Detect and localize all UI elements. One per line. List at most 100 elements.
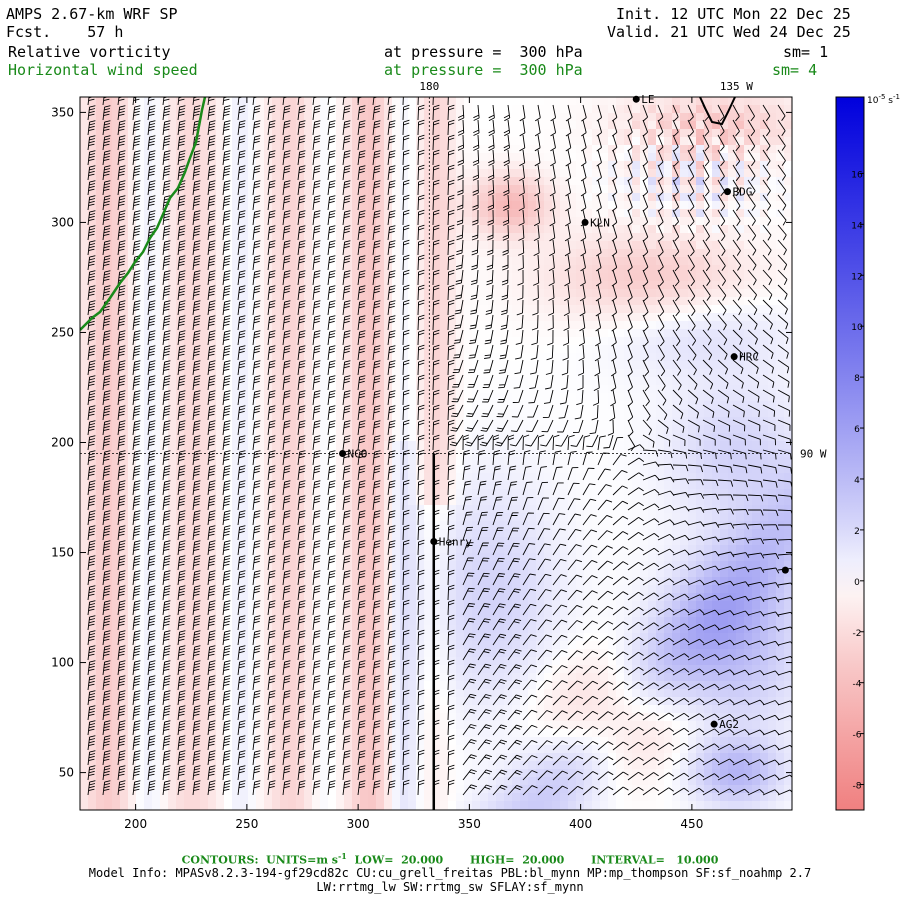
vorticity-cell [464,537,473,546]
vorticity-cell [408,273,417,282]
vorticity-cell [784,169,792,178]
vorticity-cell [464,497,473,506]
vorticity-cell [512,217,521,226]
vorticity-cell [688,145,697,154]
vorticity-cell [112,113,121,122]
vorticity-cell [112,257,121,266]
vorticity-cell [520,473,529,482]
vorticity-cell [240,113,249,122]
vorticity-cell [240,433,249,442]
vorticity-cell [384,137,393,146]
vorticity-cell [312,161,321,170]
vorticity-cell [592,329,601,338]
vorticity-cell [216,537,225,546]
vorticity-cell [208,137,217,146]
vorticity-cell [752,233,761,242]
vorticity-cell [736,273,745,282]
vorticity-cell [96,145,105,154]
vorticity-cell [288,249,297,258]
vorticity-cell [88,121,97,130]
vorticity-cell [168,337,177,346]
vorticity-cell [784,201,792,210]
vorticity-cell [200,129,209,138]
vorticity-cell [152,505,161,514]
vorticity-cell [584,241,593,250]
vorticity-cell [784,321,792,330]
vorticity-cell [384,393,393,402]
vorticity-cell [392,289,401,298]
vorticity-cell [464,417,473,426]
vorticity-cell [232,473,241,482]
vorticity-cell [496,185,505,194]
vorticity-cell [144,177,153,186]
vorticity-cell [728,265,737,274]
vorticity-cell [584,377,593,386]
vorticity-cell [104,249,113,258]
vorticity-cell [304,433,313,442]
vorticity-cell [256,121,265,130]
vorticity-cell [608,153,617,162]
vorticity-cell [128,377,137,386]
vorticity-cell [552,353,561,362]
vorticity-cell [208,241,217,250]
vorticity-cell [400,457,409,466]
vorticity-cell [272,193,281,202]
vorticity-cell [248,121,257,130]
vorticity-cell [240,273,249,282]
vorticity-cell [552,97,561,106]
vorticity-cell [712,169,721,178]
vorticity-cell [280,305,289,314]
vorticity-cell [328,113,337,122]
vorticity-cell [192,313,201,322]
vorticity-cell [488,441,497,450]
vorticity-cell [400,153,409,162]
vorticity-cell [288,401,297,410]
vorticity-cell [760,377,769,386]
vorticity-cell [128,361,137,370]
vorticity-cell [672,121,681,130]
vorticity-cell [88,441,97,450]
vorticity-cell [360,169,369,178]
vorticity-cell [768,473,777,482]
vorticity-cell [344,489,353,498]
vorticity-cell [440,385,449,394]
vorticity-cell [464,321,473,330]
vorticity-cell [704,481,713,490]
vorticity-cell [512,337,521,346]
vorticity-cell [80,145,89,154]
vorticity-cell [776,113,785,122]
vorticity-cell [696,233,705,242]
vorticity-cell [352,401,361,410]
vorticity-cell [512,433,521,442]
vorticity-cell [744,425,753,434]
vorticity-cell [680,225,689,234]
vorticity-cell [632,177,641,186]
vorticity-cell [744,529,753,538]
vorticity-cell [200,273,209,282]
vorticity-cell [600,457,609,466]
vorticity-cell [144,465,153,474]
vorticity-cell [440,465,449,474]
vorticity-cell [752,161,761,170]
vorticity-cell [680,329,689,338]
vorticity-cell [360,353,369,362]
vorticity-cell [320,425,329,434]
vorticity-cell [272,289,281,298]
vorticity-cell [784,241,792,250]
vorticity-cell [584,153,593,162]
vorticity-cell [248,441,257,450]
vorticity-cell [496,457,505,466]
vorticity-cell [784,209,792,218]
vorticity-cell [728,473,737,482]
vorticity-cell [160,425,169,434]
vorticity-cell [680,353,689,362]
vorticity-cell [120,321,129,330]
vorticity-cell [648,393,657,402]
vorticity-cell [696,393,705,402]
vorticity-cell [256,489,265,498]
vorticity-cell [488,377,497,386]
vorticity-cell [368,369,377,378]
vorticity-cell [240,217,249,226]
vorticity-cell [248,105,257,114]
vorticity-cell [552,369,561,378]
